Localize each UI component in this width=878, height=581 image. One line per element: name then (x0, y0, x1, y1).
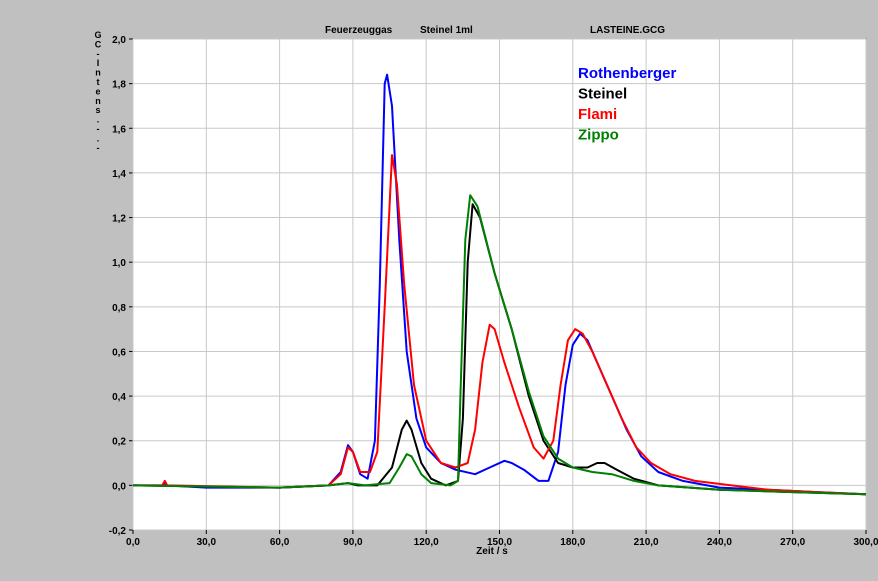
x-tick-label: 180,0 (560, 537, 585, 548)
y-axis-label-char: C (95, 39, 102, 49)
x-tick-label: 240,0 (707, 537, 732, 548)
y-axis-label-char: I (97, 58, 100, 68)
legend-entry-zippo: Zippo (578, 127, 619, 144)
x-tick-label: 120,0 (414, 537, 439, 548)
y-tick-label: -0,2 (109, 526, 127, 537)
y-axis-label-char: . (97, 115, 100, 125)
y-tick-label: 0,0 (112, 481, 126, 492)
x-tick-label: 210,0 (634, 537, 659, 548)
y-axis-label-char: n (95, 68, 101, 78)
y-axis-label-char: G (94, 30, 101, 40)
x-tick-label: 60,0 (270, 537, 290, 548)
y-tick-label: 1,8 (112, 80, 126, 91)
legend-entry-steinel: Steinel (578, 86, 627, 103)
header-gas: Feuerzeuggas (325, 25, 393, 36)
y-axis-label-char: - (97, 124, 100, 134)
y-axis-label-char: t (97, 77, 100, 87)
y-tick-label: 1,2 (112, 214, 126, 225)
y-tick-label: 0,6 (112, 347, 126, 358)
y-tick-label: 1,4 (112, 169, 126, 180)
series-lines (132, 73, 867, 496)
x-axis-label: Zeit / s (476, 546, 508, 557)
y-tick-label: 2,0 (112, 35, 126, 46)
x-tick-label: 30,0 (197, 537, 217, 548)
y-axis-label-char: e (95, 86, 100, 96)
x-tick-labels: 0,0 30,0 60,0 90,0 120,0 150,0 180,0 210,0 240,0… (126, 537, 878, 548)
legend: Rothenberger Steinel Flami Zippo (578, 65, 677, 144)
header-sample: Steinel 1ml (420, 25, 473, 36)
legend-entry-flami: Flami (578, 106, 617, 123)
grid (129, 38, 867, 534)
series-line-zippo (132, 194, 867, 496)
y-tick-label: 0,2 (112, 437, 126, 448)
header-file: LASTEINE.GCG (590, 25, 666, 36)
y-tick-label: 0,8 (112, 303, 126, 314)
x-tick-label: 300,0 (853, 537, 878, 548)
y-axis-label-char: - (97, 143, 100, 153)
x-tick-label: 150,0 (487, 537, 512, 548)
legend-entry-rothenberger: Rothenberger (578, 65, 677, 82)
x-tick-label: 90,0 (343, 537, 363, 548)
y-tick-label: 1,6 (112, 124, 126, 135)
series-line-flami (133, 154, 867, 496)
y-tick-label: 0,4 (112, 392, 126, 403)
y-axis-label-char: s (95, 105, 100, 115)
y-tick-label: 1,0 (112, 258, 126, 269)
y-tick-labels: -0,2 0,0 0,2 0,4 0,6 0,8 1,0 1,2 1,4 1,6 1,8 2,0 (109, 35, 127, 537)
series-line-steinel (132, 203, 867, 496)
y-axis-label-char: . (97, 133, 100, 143)
y-axis-label-char: - (97, 49, 100, 59)
x-tick-label: 0,0 (126, 537, 140, 548)
x-tick-label: 270,0 (780, 537, 805, 548)
y-axis-label-char: n (95, 96, 101, 106)
